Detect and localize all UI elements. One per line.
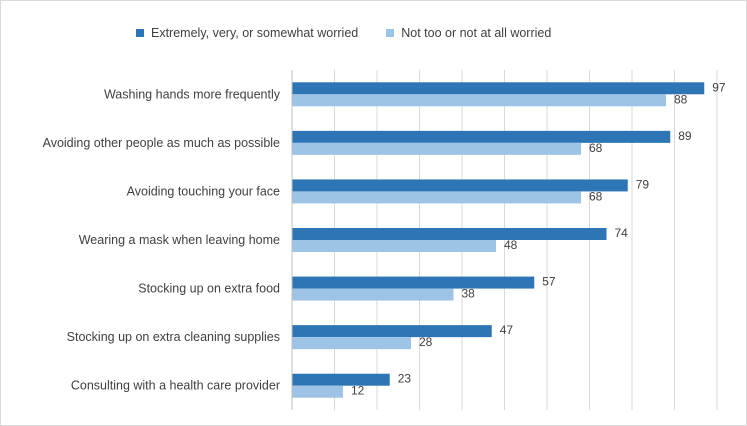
- bar-worried: [292, 373, 390, 386]
- data-label: 47: [500, 323, 514, 337]
- data-label: 38: [462, 287, 476, 301]
- legend-item-not-worried: Not too or not at all worried: [386, 26, 551, 40]
- data-label: 23: [398, 372, 412, 386]
- data-label: 88: [674, 92, 688, 106]
- category-label: Washing hands more frequently: [104, 87, 281, 101]
- category-label: Wearing a mask when leaving home: [79, 233, 280, 247]
- bar-not-worried: [292, 385, 343, 398]
- bar-worried: [292, 179, 628, 192]
- category-label: Avoiding other people as much as possibl…: [43, 136, 280, 150]
- category-label: Stocking up on extra cleaning supplies: [67, 330, 280, 344]
- data-label: 68: [589, 189, 603, 203]
- data-label: 57: [542, 275, 556, 289]
- bar-not-worried: [292, 142, 581, 155]
- legend-item-worried: Extremely, very, or somewhat worried: [136, 26, 358, 40]
- legend-swatch-worried: [136, 29, 144, 37]
- bar-worried: [292, 276, 535, 289]
- legend-label-worried: Extremely, very, or somewhat worried: [151, 26, 359, 40]
- bar-not-worried: [292, 337, 411, 350]
- data-label: 28: [419, 335, 433, 349]
- bar-worried: [292, 325, 492, 338]
- bar-not-worried: [292, 191, 581, 204]
- bar-worried: [292, 130, 671, 143]
- legend-label-not-worried: Not too or not at all worried: [401, 26, 552, 40]
- category-label: Avoiding touching your face: [127, 184, 280, 198]
- data-label: 68: [589, 141, 603, 155]
- data-label: 89: [678, 129, 692, 143]
- bar-not-worried: [292, 94, 666, 107]
- legend-swatch-not-worried: [386, 29, 395, 37]
- data-label: 12: [351, 384, 365, 398]
- legend: Extremely, very, or somewhat worried Not…: [136, 24, 579, 42]
- bar-not-worried: [292, 288, 454, 301]
- bar-not-worried: [292, 240, 496, 252]
- category-label: Consulting with a health care provider: [71, 379, 280, 393]
- category-label: Stocking up on extra food: [138, 282, 280, 296]
- data-label: 74: [615, 226, 629, 240]
- data-label: 79: [636, 177, 650, 191]
- data-label: 97: [712, 80, 726, 94]
- data-label: 48: [504, 238, 518, 252]
- bar-worried: [292, 82, 705, 95]
- bar-worried: [292, 228, 607, 240]
